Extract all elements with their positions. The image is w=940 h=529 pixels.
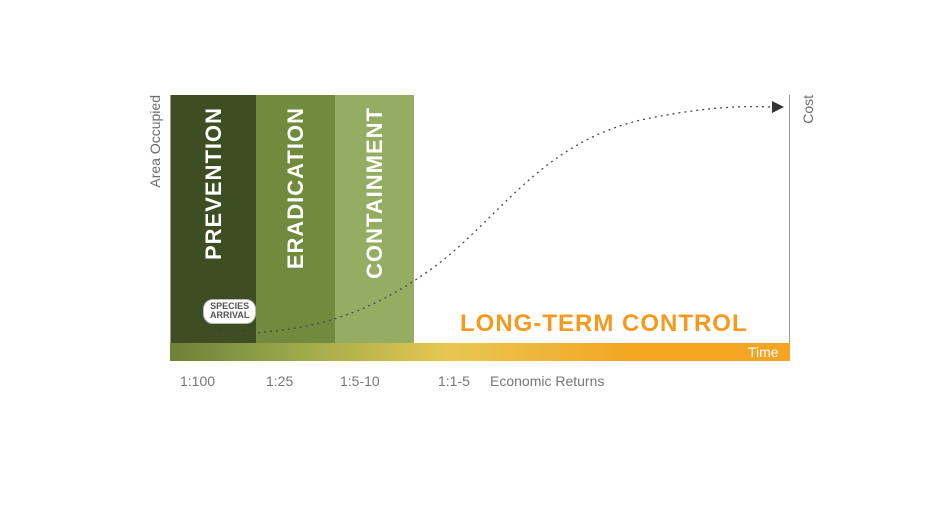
species-arrival-pill: SPECIES ARRIVAL xyxy=(203,299,256,324)
longterm-control-label: LONG-TERM CONTROL xyxy=(460,310,748,338)
species-arrival-line2: ARRIVAL xyxy=(210,311,249,320)
economic-return-tick-2: 1:5-10 xyxy=(340,373,380,389)
y-axis-left xyxy=(170,95,171,343)
time-axis-bar xyxy=(170,343,790,361)
y-axis-right xyxy=(789,95,790,343)
economic-return-tick-1: 1:25 xyxy=(266,373,293,389)
phase-label-containment: CONTAINMENT xyxy=(362,107,388,279)
y-axis-left-label: Area Occupied xyxy=(147,95,163,188)
economic-return-tick-3: 1:1-5 xyxy=(438,373,470,389)
chart-stage: PREVENTION ERADICATION CONTAINMENT Area Oc… xyxy=(0,0,940,529)
economic-return-tick-0: 1:100 xyxy=(180,373,215,389)
time-axis-label: Time xyxy=(748,344,779,360)
phase-label-eradication: ERADICATION xyxy=(283,107,309,269)
phase-label-prevention: PREVENTION xyxy=(201,107,227,260)
y-axis-right-label: Cost xyxy=(800,95,816,124)
curve-layer xyxy=(0,0,940,529)
arrowhead-icon xyxy=(772,101,784,113)
economic-returns-label: Economic Returns xyxy=(490,373,604,389)
